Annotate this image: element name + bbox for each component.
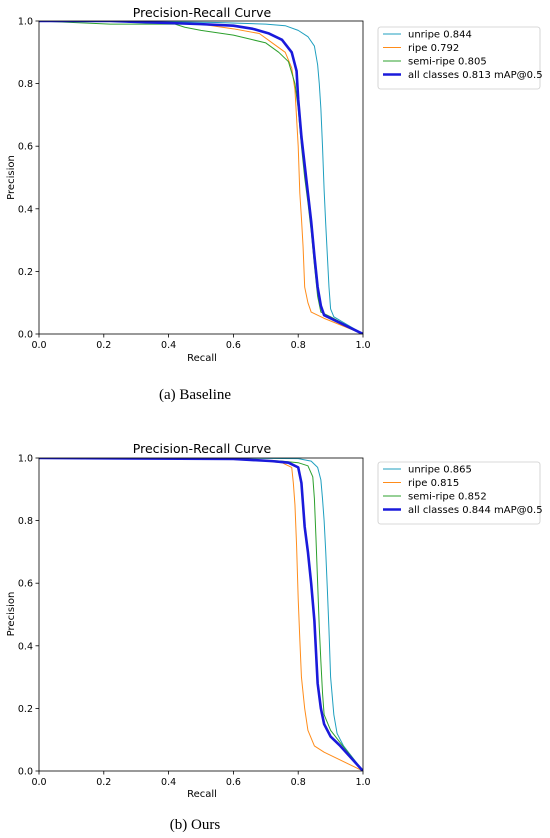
y-tick-label: 1.0 (18, 454, 33, 465)
legend-box (377, 461, 541, 525)
x-tick-label: 0.2 (96, 340, 111, 351)
chart-panel-baseline: Precision-Recall Curve 0.0 0.2 0.4 0.6 0.8 1.… (6, 5, 543, 403)
y-tick-label: 0.6 (18, 142, 33, 153)
series-line-3 (39, 458, 363, 771)
x-axis-label: Recall (187, 353, 217, 364)
legend-entry: all classes 0.813 mAP@0.5 (408, 70, 543, 81)
x-tick-label: 0.6 (226, 777, 241, 788)
figure-caption-ours: (b) Ours (170, 817, 221, 833)
legend-entry: unripe 0.865 (408, 465, 472, 476)
plot-frame (38, 20, 364, 335)
series-line-2 (39, 458, 363, 771)
y-axis-label: Precision (6, 592, 17, 637)
y-tick-label: 0.4 (18, 204, 33, 215)
y-tick-label: 0.4 (18, 641, 33, 652)
series-line-1 (39, 21, 363, 334)
legend-box (377, 26, 541, 90)
y-tick-label: 0.0 (18, 330, 33, 341)
legend-entry: all classes 0.844 mAP@0.5 (408, 505, 543, 516)
y-tick-label: 0.8 (18, 79, 33, 90)
legend-entry: semi-ripe 0.805 (408, 57, 487, 68)
x-tick-label: 0.0 (31, 777, 46, 788)
chart-panel-ours: Precision-Recall Curve 0.0 0.2 0.4 0.6 0.8 1.… (6, 441, 543, 833)
x-tick-label: 0.0 (31, 340, 46, 351)
plot-frame (38, 457, 364, 772)
legend-entry: ripe 0.815 (408, 478, 459, 489)
legend-entry: unripe 0.844 (408, 30, 472, 41)
series-line-0 (39, 21, 363, 334)
chart-title: Precision-Recall Curve (133, 5, 272, 20)
y-tick-label: 0.2 (18, 704, 33, 715)
x-tick-label: 0.4 (161, 777, 176, 788)
legend-entry: semi-ripe 0.852 (408, 492, 487, 503)
series-line-3 (39, 21, 363, 334)
x-tick-label: 0.6 (226, 340, 241, 351)
y-tick-label: 1.0 (18, 17, 33, 28)
x-tick-label: 1.0 (355, 340, 370, 351)
x-tick-label: 1.0 (355, 777, 370, 788)
legend-entry: ripe 0.792 (408, 43, 459, 54)
series-line-2 (39, 21, 363, 334)
y-tick-label: 0.0 (18, 767, 33, 778)
figure-caption-baseline: (a) Baseline (159, 387, 231, 403)
x-tick-label: 0.8 (291, 340, 306, 351)
chart-title: Precision-Recall Curve (133, 441, 272, 456)
x-axis-label: Recall (187, 789, 217, 800)
series-line-0 (39, 458, 363, 771)
series-lines (39, 21, 363, 334)
series-lines (39, 458, 363, 771)
x-tick-label: 0.8 (291, 777, 306, 788)
y-tick-label: 0.6 (18, 579, 33, 590)
y-axis-label: Precision (6, 155, 17, 200)
x-tick-label: 0.2 (96, 777, 111, 788)
y-tick-label: 0.2 (18, 267, 33, 278)
x-tick-label: 0.4 (161, 340, 176, 351)
y-tick-label: 0.8 (18, 516, 33, 527)
